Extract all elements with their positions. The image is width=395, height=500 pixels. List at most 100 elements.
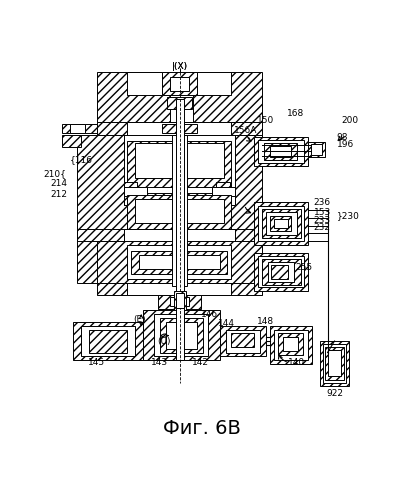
Bar bbox=[270, 146, 292, 157]
Bar bbox=[167, 97, 192, 108]
Bar bbox=[124, 182, 137, 205]
Bar bbox=[124, 136, 235, 193]
Bar bbox=[81, 326, 135, 356]
Bar bbox=[271, 265, 288, 278]
Bar bbox=[258, 140, 305, 163]
Bar bbox=[320, 341, 349, 386]
Bar bbox=[308, 142, 325, 157]
Bar bbox=[325, 347, 344, 380]
Text: {116: {116 bbox=[70, 156, 92, 164]
Bar bbox=[176, 98, 184, 310]
Bar bbox=[158, 295, 201, 308]
Bar bbox=[266, 212, 297, 235]
Text: 196: 196 bbox=[337, 140, 354, 149]
Bar bbox=[262, 210, 301, 238]
Bar bbox=[270, 216, 292, 231]
Bar bbox=[231, 334, 254, 347]
Bar bbox=[127, 195, 231, 230]
Bar bbox=[89, 330, 127, 352]
Bar bbox=[267, 262, 294, 282]
Bar bbox=[62, 136, 81, 147]
Bar bbox=[162, 72, 197, 94]
Text: 212: 212 bbox=[50, 190, 67, 199]
Bar bbox=[127, 122, 231, 136]
Text: 143: 143 bbox=[151, 358, 168, 367]
Text: 156A: 156A bbox=[233, 126, 257, 136]
Bar bbox=[124, 190, 147, 205]
Bar bbox=[96, 241, 262, 284]
Text: 922: 922 bbox=[326, 389, 343, 398]
Text: |(X): |(X) bbox=[172, 62, 188, 70]
Bar bbox=[274, 330, 308, 360]
Bar bbox=[170, 77, 189, 91]
Bar bbox=[254, 202, 308, 245]
Bar bbox=[166, 322, 197, 349]
Text: 236: 236 bbox=[314, 198, 331, 207]
Bar bbox=[154, 314, 208, 356]
Bar bbox=[173, 291, 186, 310]
Text: 98: 98 bbox=[337, 132, 348, 141]
Bar bbox=[172, 136, 187, 286]
Bar bbox=[262, 258, 301, 285]
Bar bbox=[254, 252, 308, 291]
Bar bbox=[96, 122, 262, 136]
Bar bbox=[197, 72, 231, 94]
Bar bbox=[96, 72, 170, 122]
Bar bbox=[212, 187, 235, 196]
Bar bbox=[143, 310, 220, 360]
Bar bbox=[254, 137, 308, 166]
Text: 200: 200 bbox=[341, 116, 359, 124]
Bar bbox=[135, 198, 224, 223]
Bar bbox=[96, 284, 262, 295]
Bar bbox=[124, 230, 235, 241]
Bar bbox=[278, 334, 303, 355]
Bar bbox=[127, 72, 162, 94]
Bar bbox=[327, 350, 341, 376]
Text: 210{: 210{ bbox=[43, 170, 66, 178]
Text: Фиг. 6В: Фиг. 6В bbox=[163, 418, 241, 438]
Bar bbox=[226, 330, 260, 352]
Text: 168: 168 bbox=[287, 110, 304, 118]
Bar bbox=[270, 326, 312, 364]
Text: 214: 214 bbox=[50, 178, 67, 188]
Bar bbox=[258, 256, 305, 287]
Bar bbox=[127, 245, 231, 280]
Bar bbox=[323, 344, 346, 383]
Text: (E): (E) bbox=[134, 315, 146, 324]
Bar bbox=[274, 218, 288, 228]
Text: 148: 148 bbox=[257, 318, 274, 326]
Bar bbox=[170, 297, 189, 306]
Text: 150: 150 bbox=[257, 116, 274, 124]
Bar bbox=[62, 124, 96, 133]
Text: 145: 145 bbox=[88, 358, 105, 367]
Bar bbox=[77, 136, 262, 284]
Bar bbox=[162, 124, 197, 133]
Text: 255: 255 bbox=[295, 264, 312, 272]
Bar bbox=[212, 190, 235, 205]
Bar bbox=[283, 337, 298, 351]
Bar bbox=[139, 255, 220, 268]
Text: 153: 153 bbox=[314, 208, 331, 217]
Bar bbox=[70, 124, 85, 133]
Bar bbox=[73, 322, 143, 360]
Bar bbox=[258, 206, 305, 241]
Bar bbox=[176, 292, 184, 308]
Bar bbox=[193, 72, 262, 122]
Text: (U): (U) bbox=[158, 336, 171, 345]
Bar bbox=[310, 144, 322, 154]
Text: 140: 140 bbox=[288, 358, 305, 367]
Bar bbox=[176, 306, 184, 360]
Text: 233: 233 bbox=[314, 216, 331, 224]
Bar bbox=[127, 284, 231, 295]
Bar bbox=[77, 230, 262, 241]
Text: |(X): |(X) bbox=[172, 62, 188, 70]
Bar bbox=[127, 141, 231, 187]
Text: 232: 232 bbox=[314, 224, 331, 232]
Bar bbox=[135, 143, 224, 178]
Bar bbox=[131, 251, 228, 274]
Bar bbox=[160, 318, 203, 352]
Text: 146: 146 bbox=[201, 310, 218, 318]
Bar bbox=[124, 187, 147, 196]
Text: 144: 144 bbox=[218, 319, 235, 328]
Bar bbox=[220, 326, 266, 356]
